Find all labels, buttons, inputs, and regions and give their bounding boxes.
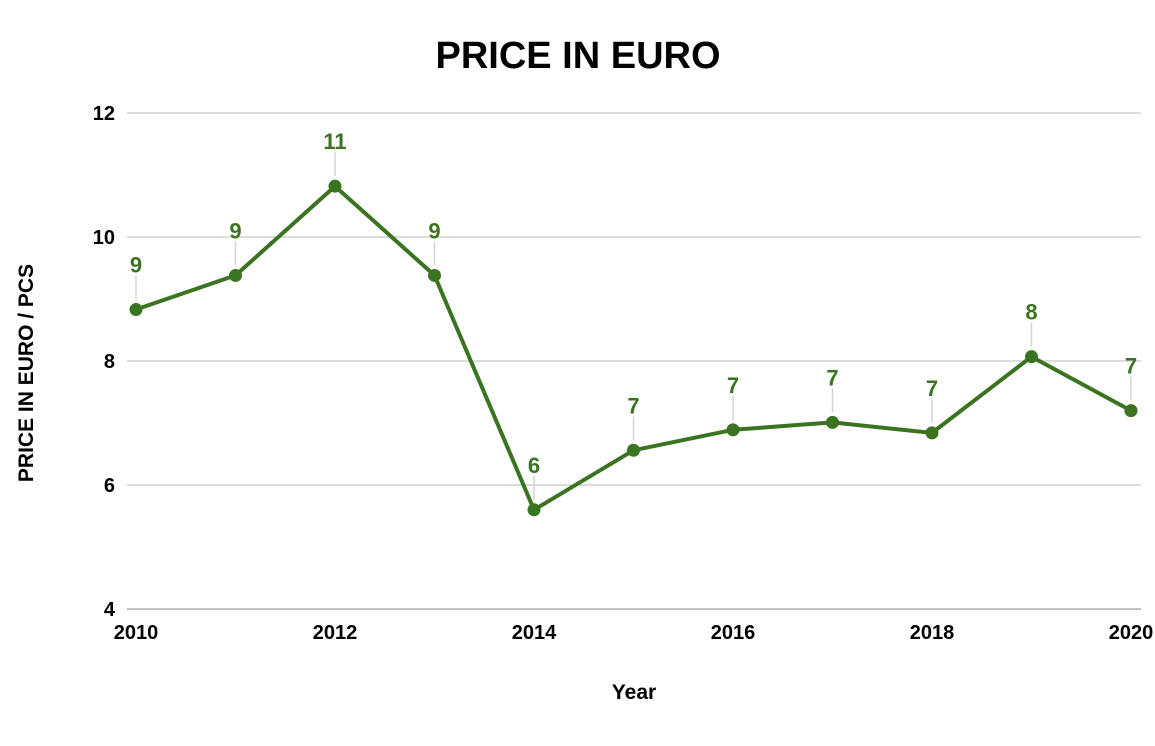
x-tick-label: 2012: [313, 622, 358, 644]
data-label: 11: [323, 129, 346, 154]
y-tick-label: 4: [104, 599, 116, 621]
x-tick-label: 2018: [910, 622, 955, 644]
data-label: 7: [826, 365, 838, 390]
data-point: [726, 423, 740, 437]
data-point: [229, 268, 242, 282]
data-point: [428, 268, 441, 282]
data-label: 7: [926, 376, 938, 401]
data-label-leaders: [135, 152, 1132, 500]
x-tick-label: 2016: [711, 622, 756, 644]
data-label: 7: [1125, 354, 1137, 379]
y-tick-label: 10: [93, 227, 115, 249]
y-tick-label: 8: [104, 351, 115, 373]
x-tick-label: 2010: [114, 622, 159, 644]
data-point: [627, 443, 640, 457]
data-label: 9: [229, 218, 241, 243]
x-tick-label: 2014: [512, 622, 557, 644]
x-tick-label: 2020: [1109, 622, 1154, 644]
y-axis-title: PRICE IN EURO / PCS: [15, 264, 38, 482]
y-tick-label: 12: [93, 103, 115, 125]
data-point: [1124, 404, 1138, 418]
data-label: 7: [627, 393, 639, 418]
data-point: [527, 503, 541, 517]
data-labels: 9 9 11 9 6 7 7 7 7 8 7: [130, 129, 1137, 478]
data-point: [925, 426, 939, 440]
y-axis-ticks: 4 6 8 10 12: [93, 103, 116, 621]
x-axis-title: Year: [612, 681, 656, 704]
gridlines: [127, 112, 1141, 610]
data-label: 6: [528, 453, 540, 478]
series-line-group: [134, 184, 1133, 512]
data-label: 7: [727, 373, 739, 398]
data-points: [129, 179, 1138, 517]
data-point: [328, 179, 342, 193]
chart-title: PRICE IN EURO: [435, 35, 720, 77]
data-point: [129, 303, 143, 317]
data-label: 9: [130, 253, 142, 278]
y-tick-label: 6: [104, 475, 115, 497]
data-point: [826, 415, 839, 429]
data-label: 8: [1025, 300, 1037, 325]
x-axis-ticks: 2010 2012 2014 2016 2018 2020: [114, 622, 1154, 644]
data-point: [1025, 350, 1038, 364]
series-line: [134, 184, 1133, 512]
data-label: 9: [428, 218, 440, 243]
